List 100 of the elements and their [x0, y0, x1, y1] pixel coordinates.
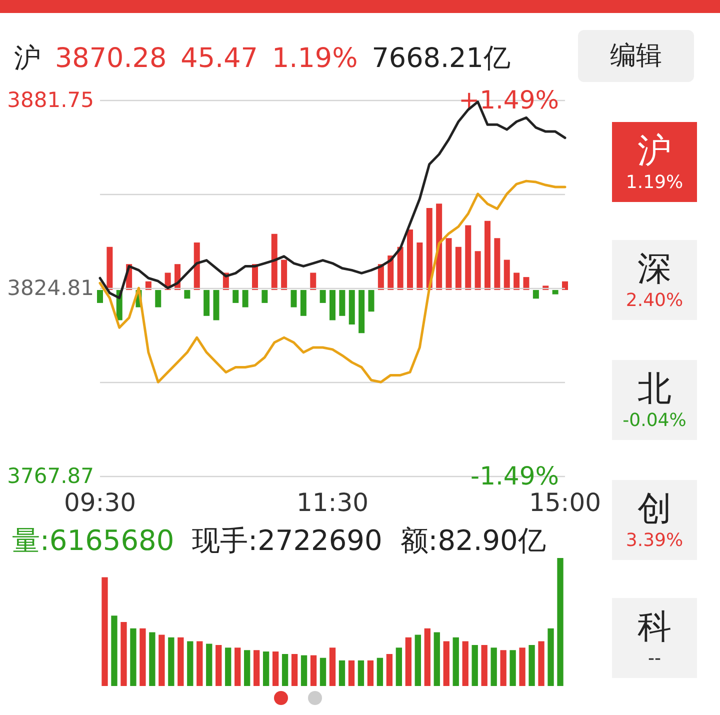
bar: [348, 290, 355, 325]
bar: [206, 644, 212, 686]
text: 7668.21亿: [372, 43, 510, 74]
bar: [300, 655, 308, 686]
bar: [424, 628, 430, 686]
bar: [272, 651, 279, 686]
bar: [462, 641, 468, 686]
bar: [184, 290, 190, 299]
bar: [204, 290, 210, 316]
bar: [481, 645, 488, 686]
bar: [120, 622, 127, 686]
bar: [194, 242, 200, 290]
bar: [290, 290, 297, 308]
x-tick-label: 09:30: [64, 488, 136, 517]
bar: [465, 225, 472, 290]
bar: [500, 650, 506, 686]
x-tick-label: 11:30: [296, 488, 369, 517]
bar: [149, 632, 156, 686]
bar: [552, 290, 558, 294]
bar: [282, 654, 288, 686]
bar: [514, 272, 520, 290]
bar: [557, 558, 564, 686]
bar: [472, 645, 478, 686]
bar: [452, 637, 459, 686]
bar: [490, 648, 497, 686]
bar: [338, 660, 346, 686]
bar: [358, 290, 365, 334]
bar: [443, 641, 450, 686]
text: 1.19%: [624, 172, 684, 193]
bar: [158, 634, 165, 686]
bar: [504, 260, 510, 290]
bar: [348, 660, 355, 686]
text: 45.47: [180, 43, 258, 74]
bar: [178, 637, 184, 686]
bar: [510, 650, 516, 686]
bar: [434, 632, 440, 686]
bar: [548, 628, 554, 686]
bar: [253, 650, 260, 686]
text: 创: [636, 488, 672, 530]
bar: [367, 660, 374, 686]
bar: [234, 648, 241, 686]
bar: [320, 290, 326, 303]
text: 科: [636, 606, 672, 648]
bar: [281, 260, 288, 290]
bar: [242, 290, 248, 308]
bar: [187, 641, 194, 686]
bar: [300, 290, 306, 316]
bar: [532, 290, 539, 299]
y2-tick-label: +1.49%: [458, 86, 559, 114]
bar: [538, 641, 544, 686]
text: 量:6165680: [12, 524, 174, 557]
line-series: [98, 180, 566, 384]
bar: [426, 208, 432, 290]
y-tick-label: 3881.75: [7, 88, 94, 112]
bar: [523, 277, 530, 290]
text: --: [647, 648, 662, 669]
text: 3870.28: [55, 43, 167, 74]
y-tick-label: 3824.81: [7, 276, 94, 300]
bar: [310, 272, 316, 290]
bar: [216, 645, 222, 686]
text: 3.39%: [624, 530, 684, 551]
bar: [528, 645, 535, 686]
bar: [225, 648, 232, 686]
bar: [213, 290, 220, 320]
bar: [330, 290, 336, 320]
bar: [397, 246, 404, 290]
bar: [262, 290, 268, 303]
bar: [416, 242, 423, 290]
bar: [271, 234, 278, 290]
bar: [106, 246, 113, 290]
bar: [474, 251, 481, 290]
bar: [155, 290, 162, 308]
bar: [339, 290, 346, 316]
text: 编辑: [578, 30, 694, 82]
y-tick-label: 3767.87: [7, 464, 94, 488]
bar: [446, 238, 452, 290]
bar: [168, 637, 174, 686]
bar: [494, 238, 500, 290]
bar: [130, 628, 136, 686]
bar: [407, 230, 413, 290]
bar: [405, 637, 412, 686]
bar: [244, 650, 250, 686]
bar: [436, 204, 442, 290]
bar: [519, 648, 526, 686]
text: 北: [636, 368, 672, 410]
text: 深: [636, 248, 672, 290]
bar: [262, 651, 270, 686]
bar: [396, 648, 402, 686]
x-tick-label: 15:00: [528, 488, 602, 517]
bar: [97, 290, 103, 303]
bar: [320, 658, 326, 686]
bar: [414, 634, 421, 686]
text: 现手:2722690: [192, 524, 382, 557]
bar: [111, 616, 118, 686]
bar: [484, 220, 490, 290]
text: 2.40%: [624, 290, 684, 311]
text: 1.19%: [272, 43, 358, 74]
bar: [386, 654, 393, 686]
text: 沪: [14, 43, 41, 74]
bar: [358, 660, 364, 686]
